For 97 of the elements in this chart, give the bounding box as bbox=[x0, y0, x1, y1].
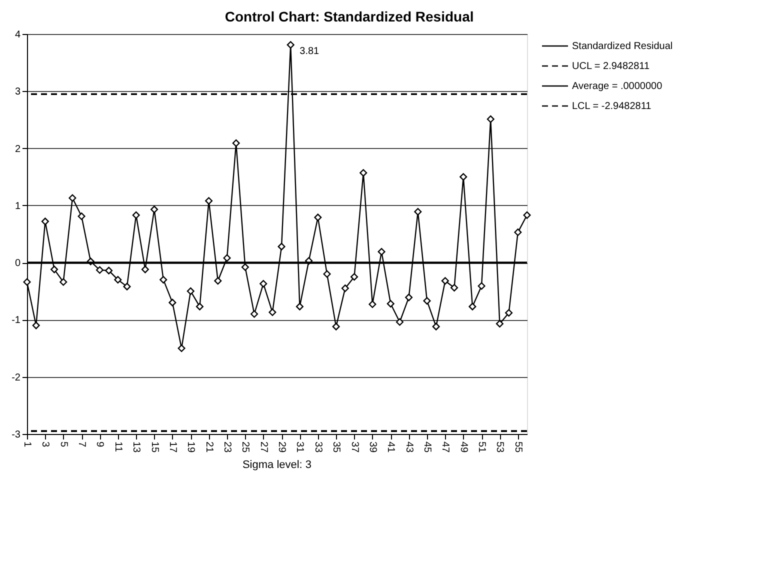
x-tick-label: 53 bbox=[494, 442, 506, 454]
x-tick-label: 3 bbox=[40, 442, 51, 448]
x-tick-label: 37 bbox=[348, 442, 360, 454]
point bbox=[432, 322, 440, 330]
point bbox=[286, 41, 294, 49]
point bbox=[496, 320, 504, 328]
x-tick-label: 49 bbox=[458, 442, 469, 454]
x-tick-label: 29 bbox=[276, 442, 288, 454]
point bbox=[250, 310, 258, 318]
point bbox=[360, 169, 368, 177]
point bbox=[168, 298, 176, 306]
point bbox=[123, 282, 131, 290]
y-tick-label: 4 bbox=[14, 30, 21, 40]
point bbox=[423, 297, 431, 305]
point bbox=[460, 173, 468, 181]
point bbox=[150, 206, 158, 214]
legend-label: LCL = -2.9482811 bbox=[572, 101, 652, 112]
point bbox=[114, 276, 122, 284]
x-tick-label: 7 bbox=[76, 442, 88, 448]
legend-label: UCL = 2.9482811 bbox=[572, 61, 650, 72]
x-tick-label: 27 bbox=[258, 442, 269, 454]
point bbox=[186, 287, 194, 295]
x-tick-label: 19 bbox=[185, 442, 196, 454]
point bbox=[205, 197, 213, 205]
y-tick-label: 2 bbox=[14, 144, 21, 155]
point bbox=[396, 318, 404, 326]
point bbox=[278, 242, 286, 250]
y-tick-label: 3 bbox=[14, 86, 21, 98]
x-tick-label: 31 bbox=[294, 442, 306, 454]
point bbox=[268, 308, 276, 316]
point bbox=[50, 266, 58, 274]
point bbox=[178, 344, 186, 352]
point bbox=[23, 278, 31, 286]
x-tick-label: 9 bbox=[94, 442, 106, 448]
y-tick-label: 1 bbox=[14, 200, 21, 212]
point bbox=[68, 194, 76, 202]
point bbox=[132, 211, 140, 219]
x-tick-label: 1 bbox=[22, 442, 32, 448]
y-tick-label: 0 bbox=[14, 258, 21, 270]
point bbox=[478, 282, 486, 290]
point bbox=[323, 270, 331, 278]
point bbox=[196, 302, 204, 310]
point bbox=[241, 263, 249, 271]
x-tick-label: 25 bbox=[240, 442, 251, 454]
point bbox=[314, 214, 322, 222]
x-tick-label: 35 bbox=[330, 442, 342, 454]
point bbox=[332, 322, 340, 330]
point bbox=[141, 266, 149, 274]
point bbox=[514, 228, 522, 236]
point bbox=[386, 300, 394, 308]
point bbox=[32, 322, 40, 330]
y-tick-label: -3 bbox=[12, 430, 21, 440]
x-tick-label: 43 bbox=[403, 442, 414, 454]
point bbox=[41, 218, 49, 226]
legend-label: Average = .0000000 bbox=[572, 81, 663, 92]
x-tick-label: 33 bbox=[312, 442, 324, 454]
x-tick-label: 13 bbox=[130, 442, 142, 454]
x-tick-label: 11 bbox=[112, 442, 124, 452]
point bbox=[450, 284, 458, 292]
x-tick-label: 17 bbox=[166, 442, 178, 454]
annotation: 3.81 bbox=[300, 46, 320, 57]
y-tick-label: -2 bbox=[12, 372, 21, 384]
point bbox=[468, 302, 476, 310]
point bbox=[105, 266, 113, 274]
point bbox=[60, 278, 68, 286]
point bbox=[414, 208, 422, 216]
x-tick-label: 45 bbox=[422, 442, 432, 454]
point bbox=[214, 277, 222, 285]
point bbox=[486, 115, 494, 123]
point bbox=[260, 280, 268, 288]
x-tick-label: 41 bbox=[385, 442, 396, 454]
x-tick-label: 51 bbox=[476, 442, 488, 454]
point bbox=[523, 211, 531, 219]
x-tick-label: 15 bbox=[148, 442, 160, 454]
x-tick-label: 5 bbox=[58, 442, 69, 448]
point bbox=[96, 266, 104, 274]
point bbox=[405, 294, 413, 302]
point bbox=[350, 273, 358, 281]
point bbox=[296, 302, 304, 310]
point bbox=[378, 248, 386, 256]
point bbox=[341, 284, 349, 292]
x-tick-label: 23 bbox=[222, 442, 232, 454]
x-tick-label: 39 bbox=[366, 442, 378, 454]
point bbox=[223, 254, 231, 262]
chart-title: Control Chart: Standardized Residual bbox=[224, 8, 474, 24]
legend-label: Standardized Residual bbox=[572, 41, 673, 52]
x-tick-label: 21 bbox=[203, 442, 214, 454]
point bbox=[505, 309, 513, 317]
point bbox=[232, 139, 240, 147]
x-tick-label: 47 bbox=[440, 442, 451, 454]
point bbox=[368, 300, 376, 308]
point bbox=[78, 212, 86, 220]
point bbox=[160, 276, 168, 284]
point bbox=[441, 277, 449, 285]
y-tick-label: -1 bbox=[12, 315, 21, 326]
x-tick-label: 55 bbox=[512, 442, 524, 454]
text: Sigma level: 3 bbox=[242, 459, 312, 471]
